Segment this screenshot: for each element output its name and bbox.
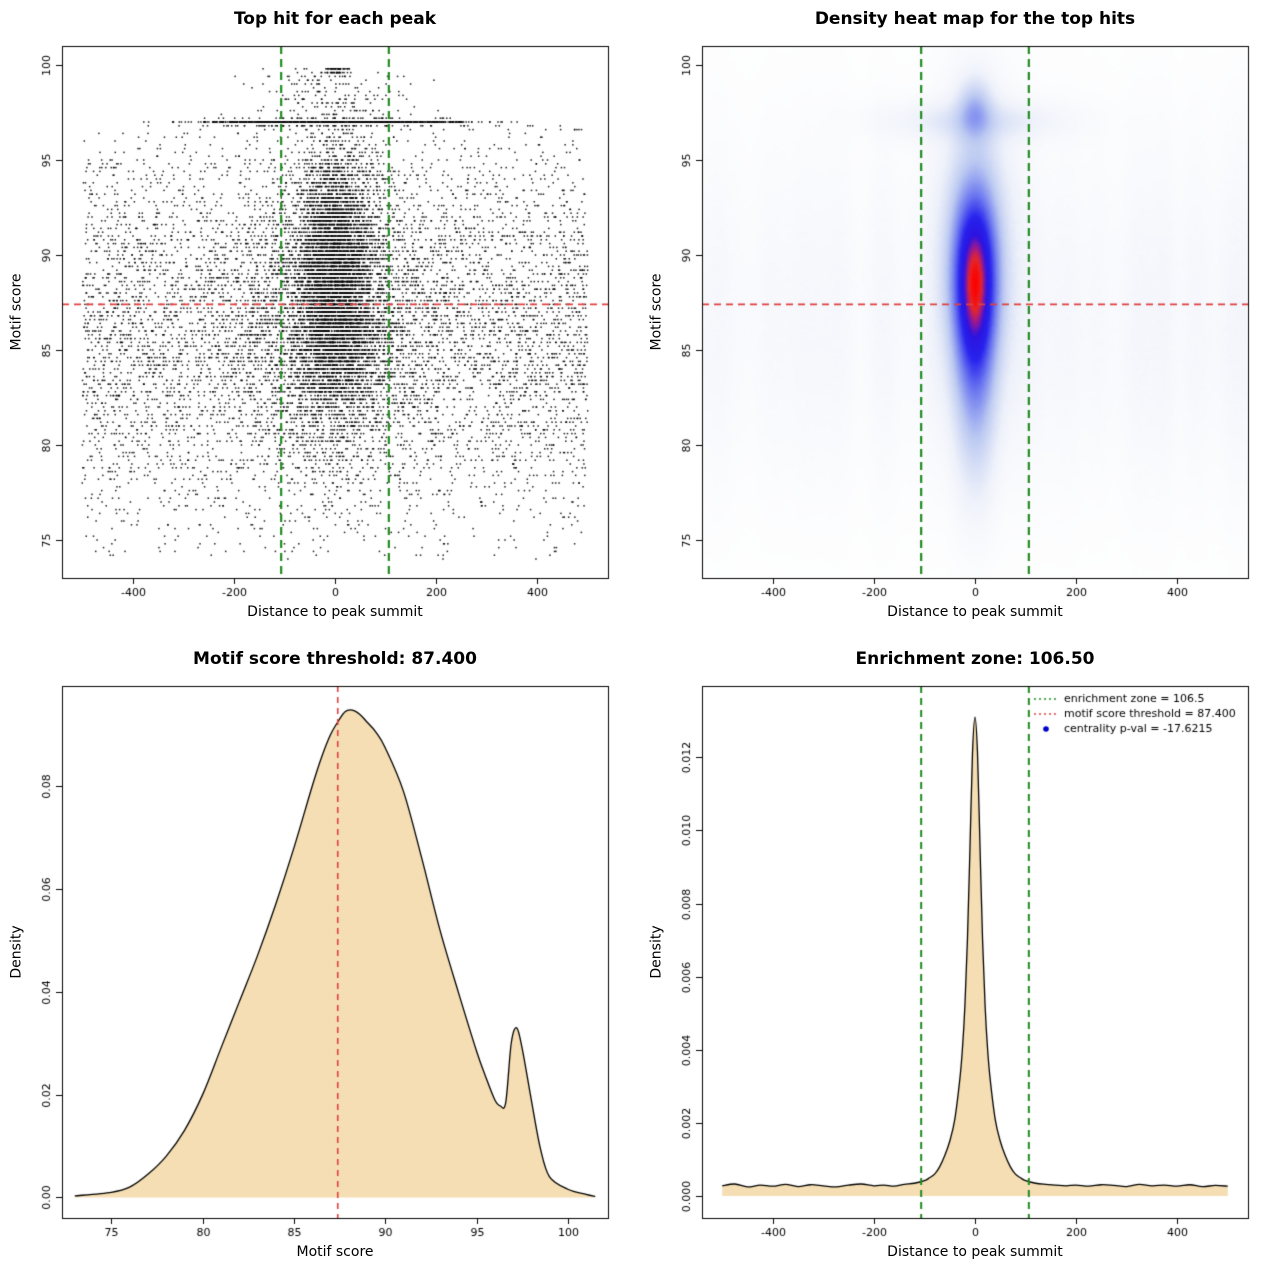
panel-enrichment-zone-density: Enrichment zone: 106.50 Density Distance… [640, 640, 1280, 1280]
x-axis-label: Distance to peak summit [887, 1244, 1063, 1260]
y-axis-label-wrap: Motif score [0, 46, 34, 578]
motif-score-density-canvas [0, 640, 640, 1280]
heatmap-canvas [640, 0, 1280, 640]
y-axis-label-wrap: Motif score [640, 46, 674, 578]
chart-title: Top hit for each peak [233, 9, 437, 29]
chart-title: Density heat map for the top hits [814, 9, 1136, 29]
y-axis-label: Motif score [9, 273, 25, 351]
y-axis-label-wrap: Density [640, 686, 674, 1218]
scatter-plot-canvas [0, 0, 640, 640]
y-axis-label: Motif score [649, 273, 665, 351]
chart-title: Motif score threshold: 87.400 [193, 649, 477, 669]
y-axis-label: Density [649, 925, 666, 979]
panel-density-heatmap: Density heat map for the top hits Motif … [640, 0, 1280, 640]
y-axis-label: Density [9, 925, 26, 979]
y-axis-label-wrap: Density [0, 686, 34, 1218]
panel-top-hit-scatter: Top hit for each peak Motif score Distan… [0, 0, 640, 640]
x-axis-label: Distance to peak summit [247, 604, 423, 620]
enrichment-zone-density-canvas [640, 640, 1280, 1280]
x-axis-label: Distance to peak summit [887, 604, 1063, 620]
panel-motif-score-density: Motif score threshold: 87.400 Density Mo… [0, 640, 640, 1280]
chart-title: Enrichment zone: 106.50 [855, 649, 1095, 669]
x-axis-label: Motif score [296, 1244, 374, 1260]
